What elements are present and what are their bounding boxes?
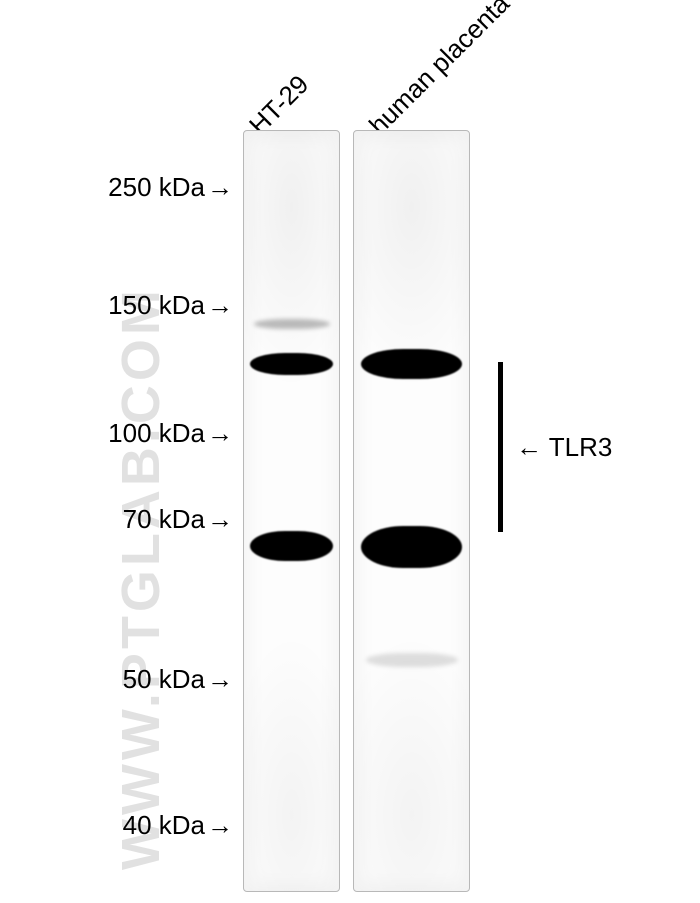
blot-lane: [243, 130, 340, 892]
blot-band: [361, 526, 462, 568]
mw-marker-label: 40 kDa: [123, 810, 205, 840]
blot-band: [250, 353, 334, 375]
mw-marker: 100 kDa→: [108, 418, 233, 449]
mw-marker-label: 150 kDa: [108, 290, 205, 320]
mw-marker-label: 250 kDa: [108, 172, 205, 202]
arrow-right-icon: →: [207, 418, 233, 448]
mw-marker: 40 kDa→: [123, 810, 233, 841]
mw-marker-label: 70 kDa: [123, 504, 205, 534]
target-annotation: ← TLR3: [516, 432, 612, 463]
mw-marker-label: 50 kDa: [123, 664, 205, 694]
mw-marker: 250 kDa→: [108, 172, 233, 203]
arrow-left-icon: ←: [516, 432, 542, 462]
blot-band: [250, 531, 334, 561]
blot-band-faint: [366, 653, 458, 667]
arrow-right-icon: →: [207, 664, 233, 694]
blot-band: [361, 349, 462, 379]
watermark-text: WWW.PTGLAB.COM: [110, 286, 172, 870]
blot-figure: WWW.PTGLAB.COM HT-29 human placenta 250 …: [0, 0, 700, 903]
mw-marker: 150 kDa→: [108, 290, 233, 321]
blot-lane: [353, 130, 470, 892]
arrow-right-icon: →: [207, 290, 233, 320]
blot-band-faint: [254, 319, 330, 329]
arrow-right-icon: →: [207, 810, 233, 840]
lane-label: human placenta: [363, 0, 516, 141]
mw-marker-label: 100 kDa: [108, 418, 205, 448]
arrow-right-icon: →: [207, 172, 233, 202]
target-label: TLR3: [549, 432, 613, 462]
mw-marker: 70 kDa→: [123, 504, 233, 535]
target-range-bar: [498, 362, 503, 532]
mw-marker: 50 kDa→: [123, 664, 233, 695]
arrow-right-icon: →: [207, 504, 233, 534]
